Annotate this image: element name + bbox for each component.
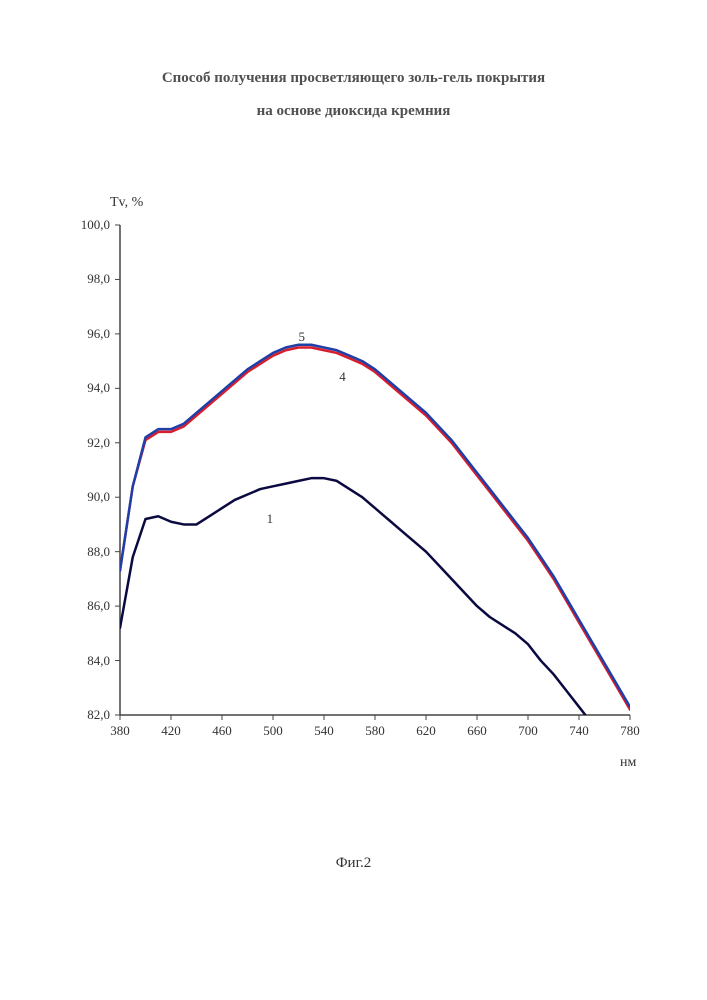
x-tick-label: 580 [360,723,390,739]
document-title: Способ получения просветляющего золь-гел… [0,62,707,128]
y-tick-label: 98,0 [70,271,110,287]
y-tick-label: 96,0 [70,326,110,342]
x-tick-label: 700 [513,723,543,739]
x-tick-label: 740 [564,723,594,739]
y-axis-label: Tv, % [110,195,143,211]
x-tick-label: 500 [258,723,288,739]
figure-caption: Фиг.2 [0,855,707,872]
x-tick-label: 660 [462,723,492,739]
series-label-1: 1 [267,511,274,527]
x-tick-label: 620 [411,723,441,739]
x-axis-label: нм [620,755,636,771]
y-tick-label: 100,0 [70,217,110,233]
x-tick-label: 540 [309,723,339,739]
x-tick-label: 420 [156,723,186,739]
y-tick-label: 82,0 [70,707,110,723]
series-label-5: 5 [299,329,306,345]
page: Способ получения просветляющего золь-гел… [0,0,707,1000]
x-tick-label: 460 [207,723,237,739]
y-tick-label: 84,0 [70,653,110,669]
series-label-4: 4 [339,369,346,385]
title-line-1: Способ получения просветляющего золь-гел… [162,70,545,86]
x-tick-label: 380 [105,723,135,739]
x-tick-label: 780 [615,723,645,739]
y-tick-label: 92,0 [70,435,110,451]
y-tick-label: 86,0 [70,598,110,614]
y-tick-label: 94,0 [70,380,110,396]
y-tick-label: 90,0 [70,489,110,505]
title-line-2: на основе диоксида кремния [257,103,451,119]
y-tick-label: 88,0 [70,544,110,560]
line-chart [120,225,632,717]
